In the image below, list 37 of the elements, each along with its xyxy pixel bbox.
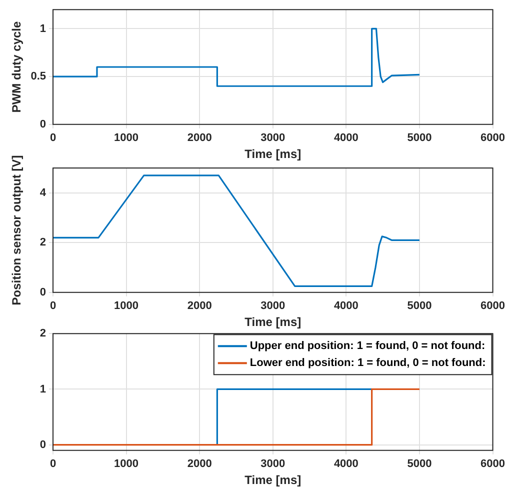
x-tick-label: 1000 <box>114 458 139 470</box>
x-axis-title: Time [ms] <box>244 147 302 162</box>
y-tick-label: 4 <box>40 186 47 199</box>
x-tick-label: 5000 <box>407 132 432 144</box>
x-tick-label: 2000 <box>187 300 212 312</box>
x-tick-label: 0 <box>50 458 56 470</box>
x-tick-label: 6000 <box>480 300 506 312</box>
x-tick-label: 0 <box>50 300 56 312</box>
y-tick-label: 1 <box>40 22 46 35</box>
x-tick-label: 0 <box>50 132 56 144</box>
y-tick-label: 0 <box>40 286 46 298</box>
x-tick-label: 3000 <box>260 300 286 312</box>
x-tick-label: 3000 <box>260 458 286 470</box>
x-tick-label: 4000 <box>334 132 358 144</box>
x-tick-label: 5000 <box>407 300 432 312</box>
x-tick-label: 3000 <box>260 132 286 144</box>
x-tick-label: 2000 <box>187 132 212 144</box>
x-tick-label: 1000 <box>114 132 139 144</box>
x-tick-label: 4000 <box>334 300 358 312</box>
legend-label: Lower end position: 1 = found, 0 = not found: <box>250 357 486 370</box>
y-tick-label: 0 <box>40 438 46 451</box>
y-tick-label: 2 <box>40 236 46 249</box>
y-tick-label: 0 <box>40 118 46 130</box>
x-tick-label: 1000 <box>114 300 139 312</box>
x-axis-title: Time [ms] <box>244 473 302 488</box>
y-tick-label: 2 <box>40 328 46 340</box>
y-axis-title: PWM duty cycle <box>10 21 24 113</box>
x-axis-title: Time [ms] <box>244 315 302 330</box>
x-tick-label: 2000 <box>187 458 212 470</box>
y-axis-title: Position sensor output [V] <box>10 155 24 306</box>
x-tick-label: 6000 <box>480 132 506 144</box>
x-tick-label: 5000 <box>407 458 432 470</box>
y-tick-label: 0.5 <box>30 70 46 83</box>
y-tick-label: 1 <box>40 383 46 396</box>
legend-label: Upper end position: 1 = found, 0 = not found: <box>250 340 486 352</box>
x-tick-label: 6000 <box>480 458 506 470</box>
x-tick-label: 4000 <box>334 458 358 470</box>
